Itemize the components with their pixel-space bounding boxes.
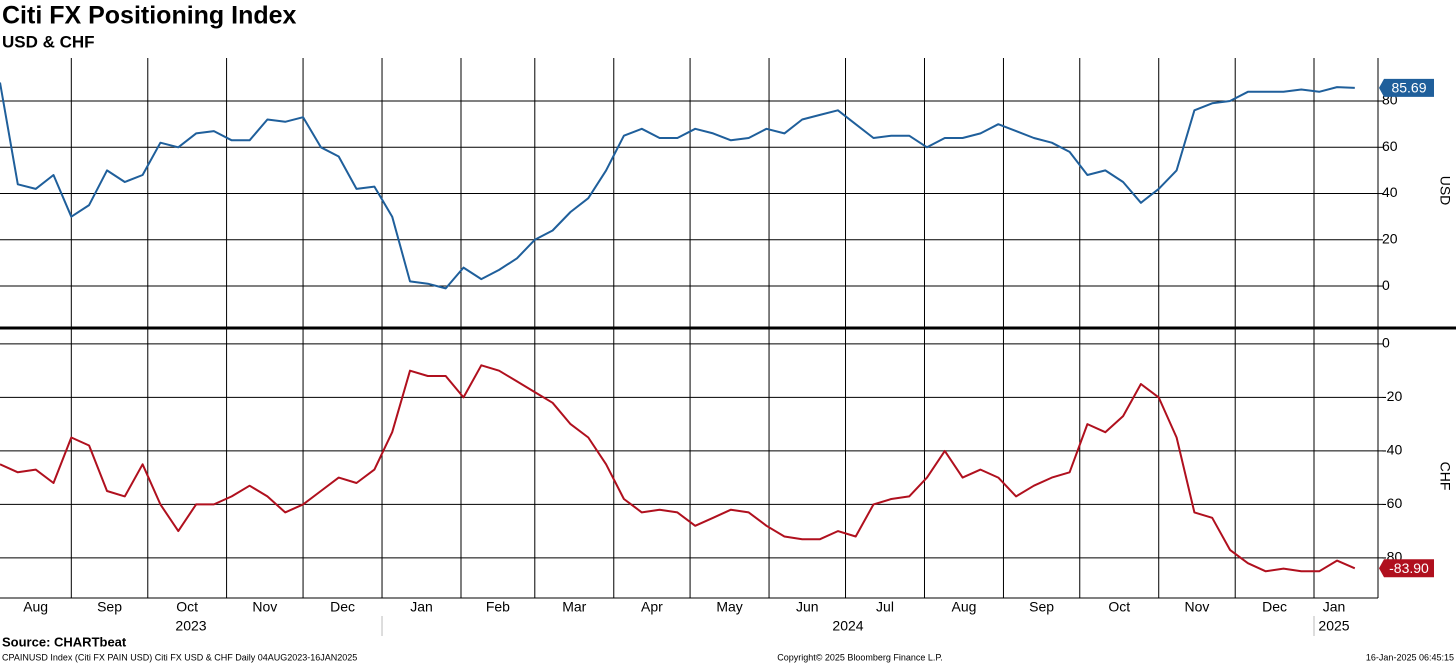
y-tick-label: -60 — [1382, 495, 1402, 511]
chart-subtitle: USD & CHF — [2, 32, 95, 51]
x-tick-label: Sep — [97, 599, 122, 615]
footer-copyright: Copyright© 2025 Bloomberg Finance L.P. — [777, 652, 943, 662]
x-tick-label: Oct — [1108, 599, 1130, 615]
year-label: 2023 — [175, 618, 206, 634]
y-tick-label: -40 — [1382, 442, 1402, 458]
x-tick-label: Jun — [796, 599, 819, 615]
chart-title: Citi FX Positioning Index — [2, 2, 297, 30]
y-tick-label: -20 — [1382, 388, 1402, 404]
x-tick-label: Aug — [23, 599, 48, 615]
x-tick-label: Jan — [1323, 599, 1346, 615]
x-tick-label: Dec — [1262, 599, 1287, 615]
y-tick-label: 20 — [1382, 231, 1398, 247]
footer-timestamp: 16-Jan-2025 06:45:15 — [1366, 652, 1454, 662]
x-tick-label: Nov — [1185, 599, 1210, 615]
x-tick-label: Jul — [876, 599, 894, 615]
x-tick-label: Apr — [641, 599, 663, 615]
footer-info: CPAINUSD Index (Citi FX PAIN USD) Citi F… — [2, 652, 357, 662]
x-tick-label: Feb — [486, 599, 510, 615]
x-tick-label: Jan — [410, 599, 433, 615]
series-line — [0, 82, 1355, 290]
y-axis-label: CHF — [1437, 462, 1453, 491]
x-tick-label: Mar — [562, 599, 586, 615]
year-label: 2024 — [832, 618, 863, 634]
last-value-tag — [1379, 559, 1434, 578]
y-tick-label: 0 — [1382, 335, 1390, 351]
last-value-label: -83.90 — [1389, 560, 1429, 576]
y-axis-label: USD — [1437, 176, 1453, 206]
source: Source: CHARTbeat — [2, 634, 127, 649]
x-tick-label: Oct — [176, 599, 198, 615]
x-tick-label: Dec — [330, 599, 355, 615]
x-tick-label: May — [716, 599, 742, 615]
x-tick-label: Aug — [952, 599, 977, 615]
y-tick-label: 0 — [1382, 277, 1390, 293]
x-tick-label: Nov — [252, 599, 277, 615]
x-tick-label: Sep — [1029, 599, 1054, 615]
year-label: 2025 — [1318, 618, 1349, 634]
series-line — [0, 364, 1356, 573]
last-value-label: 85.69 — [1391, 80, 1426, 96]
last-value-tag — [1379, 78, 1434, 97]
y-tick-label: 40 — [1382, 184, 1398, 200]
y-tick-label: 60 — [1382, 138, 1398, 154]
